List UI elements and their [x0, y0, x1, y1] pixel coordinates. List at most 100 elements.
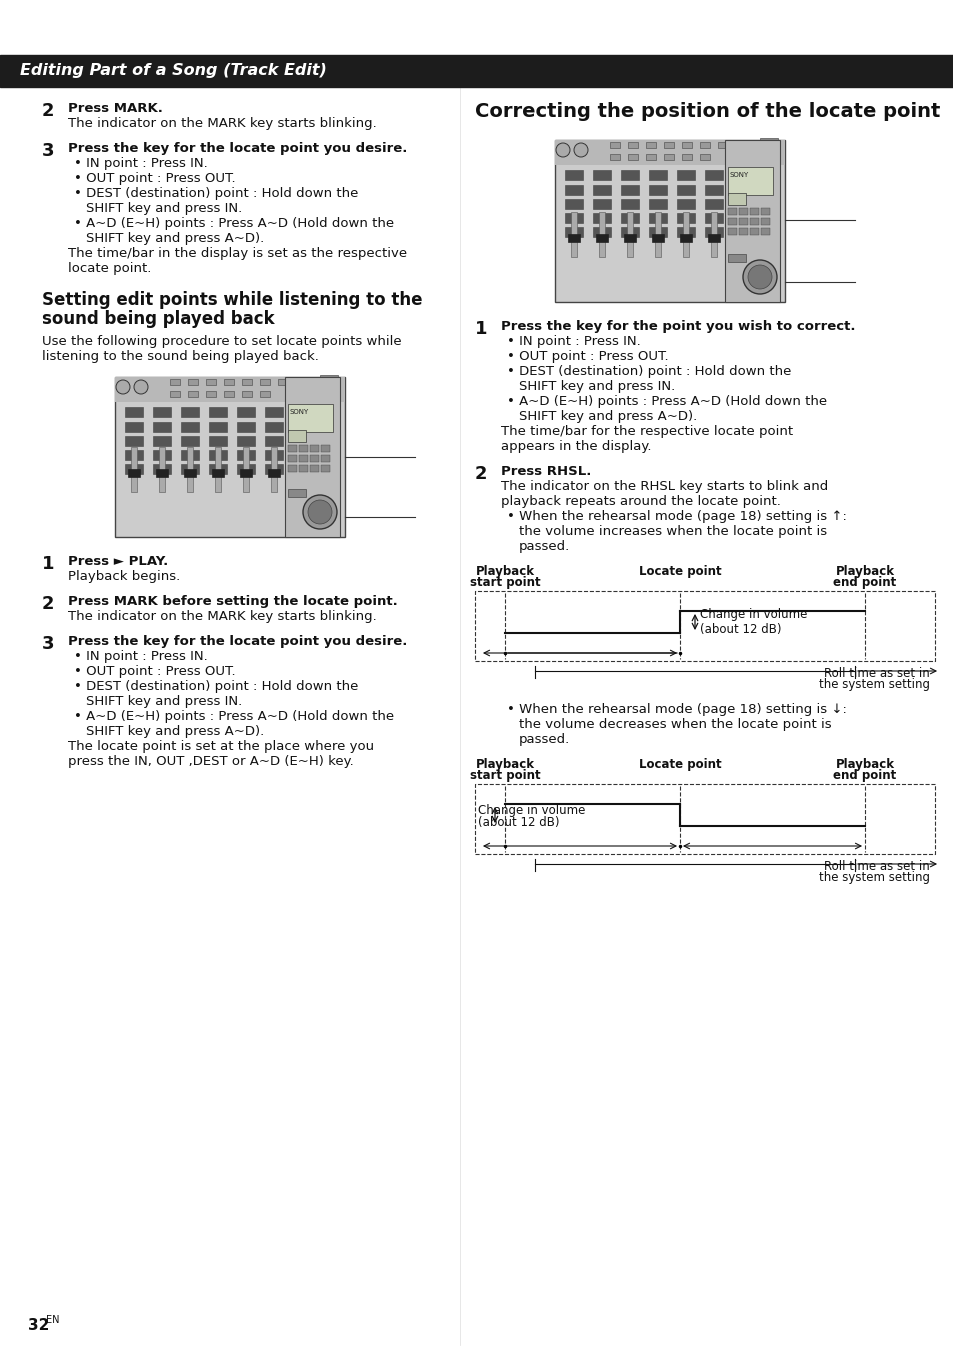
- Bar: [571, 212, 577, 257]
- Bar: [298, 455, 308, 462]
- Bar: [663, 142, 673, 149]
- Bar: [170, 390, 180, 397]
- Text: EN: EN: [46, 1315, 59, 1325]
- Bar: [0, 55, 953, 86]
- Bar: [236, 450, 254, 459]
- Text: Playback: Playback: [475, 565, 534, 578]
- Text: sound being played back: sound being played back: [42, 309, 274, 328]
- Text: Locate point: Locate point: [638, 758, 720, 771]
- Circle shape: [303, 494, 336, 530]
- Text: 3: 3: [42, 635, 54, 653]
- Bar: [620, 185, 639, 195]
- Bar: [320, 465, 330, 471]
- Bar: [727, 208, 737, 215]
- Bar: [320, 444, 330, 453]
- Bar: [285, 377, 339, 536]
- Text: SHIFT key and press IN.: SHIFT key and press IN.: [518, 380, 675, 393]
- Bar: [184, 469, 195, 477]
- Bar: [125, 450, 143, 459]
- Bar: [655, 212, 660, 257]
- Bar: [626, 212, 633, 257]
- Bar: [310, 455, 318, 462]
- Bar: [564, 170, 582, 180]
- Bar: [271, 447, 276, 492]
- Bar: [727, 218, 737, 226]
- Text: Press MARK before setting the locate point.: Press MARK before setting the locate poi…: [68, 594, 397, 608]
- Text: • IN point : Press IN.: • IN point : Press IN.: [506, 335, 640, 349]
- Bar: [620, 199, 639, 209]
- Text: Locate point: Locate point: [638, 565, 720, 578]
- Text: 2: 2: [42, 101, 54, 120]
- Text: The locate point is set at the place where you: The locate point is set at the place whe…: [68, 740, 374, 753]
- Bar: [760, 138, 778, 149]
- Bar: [152, 407, 171, 417]
- Text: passed.: passed.: [518, 540, 570, 553]
- Bar: [724, 141, 780, 303]
- Bar: [620, 227, 639, 236]
- Text: start point: start point: [469, 769, 539, 782]
- Bar: [181, 422, 199, 432]
- Text: listening to the sound being played back.: listening to the sound being played back…: [42, 350, 318, 363]
- Bar: [710, 212, 717, 257]
- Circle shape: [747, 265, 771, 289]
- Bar: [593, 199, 610, 209]
- Bar: [704, 199, 722, 209]
- Bar: [268, 469, 280, 477]
- Text: Press the key for the locate point you desire.: Press the key for the locate point you d…: [68, 142, 407, 155]
- Text: • DEST (destination) point : Hold down the: • DEST (destination) point : Hold down t…: [74, 186, 358, 200]
- Bar: [727, 193, 745, 205]
- Bar: [125, 463, 143, 474]
- Bar: [181, 463, 199, 474]
- Bar: [555, 141, 784, 165]
- Bar: [214, 447, 221, 492]
- Text: • A~D (E~H) points : Press A~D (Hold down the: • A~D (E~H) points : Press A~D (Hold dow…: [74, 218, 394, 230]
- Bar: [681, 142, 691, 149]
- Text: Playback: Playback: [835, 758, 894, 771]
- Bar: [298, 465, 308, 471]
- Bar: [288, 444, 296, 453]
- Bar: [125, 422, 143, 432]
- Bar: [651, 234, 663, 242]
- Bar: [125, 407, 143, 417]
- Text: the system setting: the system setting: [818, 678, 929, 690]
- Bar: [209, 450, 227, 459]
- Text: Change in volume
(about 12 dB): Change in volume (about 12 dB): [700, 608, 806, 636]
- Bar: [236, 436, 254, 446]
- Bar: [739, 228, 747, 235]
- Bar: [760, 208, 769, 215]
- Bar: [564, 185, 582, 195]
- Text: • OUT point : Press OUT.: • OUT point : Press OUT.: [506, 350, 668, 363]
- Circle shape: [116, 380, 130, 394]
- Bar: [593, 170, 610, 180]
- Bar: [288, 430, 306, 442]
- Bar: [648, 213, 666, 223]
- Bar: [564, 213, 582, 223]
- Bar: [739, 218, 747, 226]
- Text: Change in volume: Change in volume: [477, 804, 585, 817]
- Bar: [609, 154, 619, 159]
- Bar: [645, 142, 656, 149]
- Bar: [115, 377, 345, 536]
- Circle shape: [308, 500, 332, 524]
- Bar: [224, 390, 233, 397]
- Text: Press RHSL.: Press RHSL.: [500, 465, 591, 478]
- Bar: [288, 465, 296, 471]
- Text: end point: end point: [833, 769, 896, 782]
- Bar: [152, 422, 171, 432]
- Text: SONY: SONY: [290, 409, 309, 415]
- Bar: [681, 154, 691, 159]
- Bar: [298, 444, 308, 453]
- Text: Editing Part of a Song (Track Edit): Editing Part of a Song (Track Edit): [20, 63, 327, 78]
- Text: press the IN, OUT ,DEST or A~D (E~H) key.: press the IN, OUT ,DEST or A~D (E~H) key…: [68, 755, 354, 767]
- Bar: [677, 170, 695, 180]
- Bar: [704, 227, 722, 236]
- Bar: [679, 234, 691, 242]
- Bar: [265, 463, 283, 474]
- Bar: [704, 170, 722, 180]
- Bar: [648, 227, 666, 236]
- Text: Correcting the position of the locate point: Correcting the position of the locate po…: [475, 101, 940, 122]
- Bar: [206, 390, 215, 397]
- Text: • IN point : Press IN.: • IN point : Press IN.: [74, 650, 208, 663]
- Bar: [310, 444, 318, 453]
- Circle shape: [574, 143, 587, 157]
